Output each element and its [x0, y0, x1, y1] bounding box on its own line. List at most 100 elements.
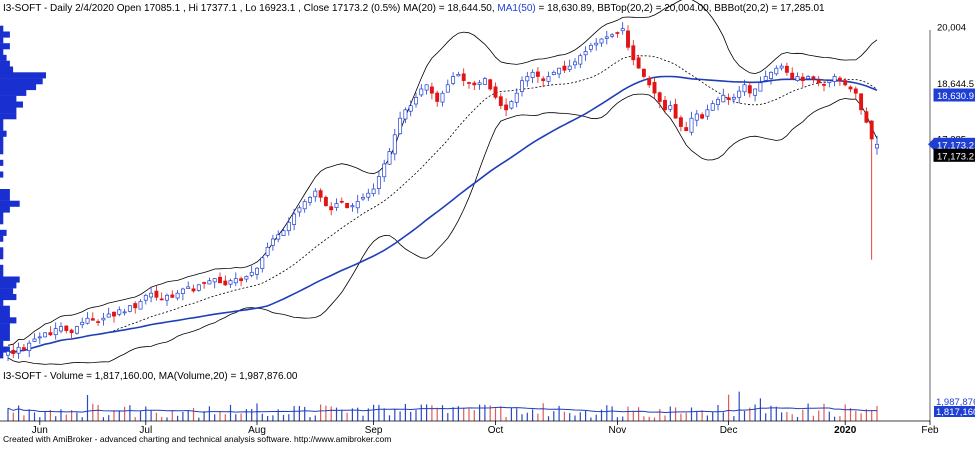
volume-profile-bin [0, 107, 17, 114]
candle-up [6, 351, 10, 356]
candle-up [180, 288, 185, 294]
candle-down [784, 65, 789, 73]
volume-profile-bin [0, 282, 17, 289]
price-header: I3-SOFT - Daily 2/4/2020 Open 17085.1 , … [3, 3, 825, 14]
x-tick-label: 2020 [834, 425, 857, 436]
volume-profile-bin [0, 124, 4, 131]
candle-up [376, 176, 381, 189]
volume-profile-bin [0, 253, 4, 260]
volume-header: I3-SOFT - Volume = 1,817,160.00, MA(Volu… [3, 371, 298, 382]
volume-profile-bin [0, 264, 4, 271]
candle-down [133, 303, 138, 309]
candle-up [207, 280, 212, 285]
candle-up [313, 190, 318, 198]
candle-up [32, 338, 37, 342]
price-label-text: 17,173.2 [937, 151, 974, 162]
candle-up [350, 205, 355, 208]
volume-profile-bin [0, 299, 4, 306]
volume-profile-bin [0, 334, 10, 341]
price-label-text: 17,173.2 [937, 140, 974, 151]
volume-profile-bin [0, 171, 4, 178]
candle-up [196, 284, 201, 291]
candle-down [461, 73, 466, 81]
candle-up [403, 109, 408, 120]
x-tick-label: Feb [921, 425, 939, 436]
candle-up [59, 326, 63, 332]
header-ma20: MA(20) = 18,644.50, [403, 3, 494, 14]
candle-up [233, 278, 238, 284]
volume-profile-bin [0, 49, 4, 56]
candle-down [541, 78, 546, 82]
candle-up [482, 78, 487, 85]
candle-down [223, 280, 228, 286]
candle-down [90, 318, 95, 321]
candle-up [806, 76, 811, 79]
volume-profile-bin [0, 212, 4, 219]
candle-down [864, 111, 869, 123]
candle-down [636, 57, 641, 69]
candle-up [85, 317, 90, 324]
price-label-text: 20,004 [937, 22, 966, 33]
candle-up [758, 82, 763, 92]
candle-down [239, 278, 244, 282]
candle-down [112, 311, 116, 317]
volume-profile-bin [0, 189, 10, 196]
candle-up [445, 84, 450, 93]
volume-profile-bin [0, 340, 4, 347]
candle-up [588, 44, 593, 50]
candle-down [626, 30, 630, 48]
volume-profile-bin [0, 346, 10, 353]
candle-down [859, 93, 864, 111]
candle-down [159, 298, 164, 301]
price-label-box [933, 148, 975, 162]
x-tick-label: Oct [488, 425, 504, 436]
volume-profile-bin [0, 37, 4, 44]
candle-up [149, 292, 154, 298]
bollinger-bands [7, 0, 878, 365]
candle-up [101, 317, 106, 321]
volume-profile-bin [0, 317, 17, 324]
candle-down [800, 76, 805, 82]
candle-up [551, 71, 556, 75]
x-axis: Jun Jul Aug Sep Oct Nov Dec 2020 Feb [0, 30, 939, 436]
candle-down [170, 294, 175, 298]
candle-up [742, 84, 747, 93]
volume-profile-bin [0, 95, 17, 102]
candle-up [779, 65, 784, 69]
candle-up [175, 292, 180, 299]
volume-profile-bin [0, 305, 10, 312]
candle-down [853, 88, 858, 94]
ma50-line [7, 75, 878, 354]
x-tick-label: Jul [139, 425, 152, 436]
candle-down [504, 104, 509, 111]
volume-profile-bin [0, 288, 14, 295]
candle-up [122, 311, 127, 314]
volume-label-box [934, 406, 975, 417]
volume-profile-bin [0, 136, 4, 143]
volume-profile-bin [0, 43, 10, 50]
volume-profile-bin [0, 159, 4, 166]
price-label: 17,173.2 [933, 148, 975, 162]
candle-up [74, 326, 79, 334]
volume-profile-bin [0, 329, 10, 336]
candle-down [726, 97, 731, 100]
candle-up [286, 221, 291, 232]
candle-up [302, 201, 307, 210]
x-tick-label: Aug [248, 425, 266, 436]
volume-header-ma: MA(Volume,20) = 1,987,876.00 [159, 371, 298, 382]
candle-up [276, 234, 281, 240]
volume-profile-bin [0, 78, 43, 85]
x-tick-label: Sep [365, 425, 383, 436]
candle-up [117, 309, 122, 315]
price-axis-labels: 20,00418,644.518,630.917,28517,173.217,1… [928, 19, 975, 162]
candle-up [546, 76, 551, 82]
candle-up [509, 101, 514, 109]
candle-up [80, 321, 85, 326]
volume-profile-bin [0, 113, 17, 120]
volume-profile-bin [0, 200, 20, 207]
candle-down [429, 86, 434, 94]
candle-up [281, 230, 286, 236]
header-ma1-value: = 18,630.89, [539, 3, 595, 14]
candle-up [37, 336, 42, 339]
x-tick-label: Jun [32, 425, 48, 436]
